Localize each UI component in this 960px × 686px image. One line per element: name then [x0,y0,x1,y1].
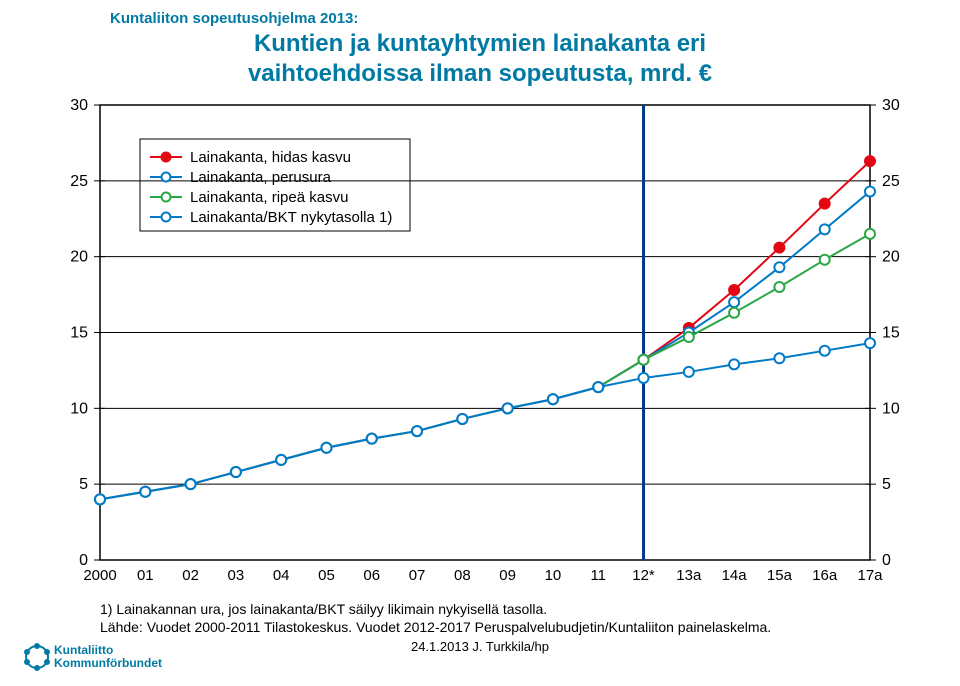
series-marker [865,156,875,166]
series-marker [865,229,875,239]
series-marker [684,367,694,377]
series-marker [774,262,784,272]
series-marker [684,332,694,342]
series-marker [548,394,558,404]
y-label-right: 15 [882,325,900,342]
chart-svg: 0055101015152020252530302000010203040506… [40,95,920,595]
x-label: 15a [767,567,793,584]
series-marker [865,338,875,348]
series-marker [729,308,739,318]
series-marker [276,455,286,465]
y-label-left: 10 [70,400,88,417]
y-label-right: 25 [882,173,900,190]
series-marker [820,224,830,234]
logo-line-2: Kommunförbundet [54,657,162,670]
x-label: 05 [318,567,335,584]
series-marker [367,434,377,444]
y-label-left: 15 [70,325,88,342]
x-label: 02 [182,567,199,584]
series-marker [95,494,105,504]
x-label: 11 [590,567,606,584]
logo: Kuntaliitto Kommunförbundet [20,640,162,674]
x-label: 17a [857,567,883,584]
supertitle: Kuntaliiton sopeutusohjelma 2013: [110,10,920,27]
y-label-left: 25 [70,173,88,190]
chart: 0055101015152020252530302000010203040506… [40,95,920,595]
x-label: 06 [363,567,380,584]
x-label: 03 [228,567,245,584]
x-label: 16a [812,567,838,584]
series-marker [457,414,467,424]
series-marker [729,359,739,369]
series-marker [729,297,739,307]
series-marker [186,479,196,489]
source-line: Lähde: Vuodet 2000-2011 Tilastokeskus. V… [100,619,920,635]
logo-icon [20,640,54,674]
title-line-2: vaihtoehdoissa ilman sopeutusta, mrd. € [248,60,712,87]
series-marker [140,487,150,497]
legend-label: Lainakanta, hidas kasvu [190,149,351,166]
x-label: 09 [499,567,516,584]
series-marker [639,373,649,383]
series-marker [503,403,513,413]
legend-marker [162,153,171,162]
series-marker [820,255,830,265]
legend-marker [162,173,171,182]
x-label: 13a [676,567,702,584]
legend-label: Lainakanta, perusura [190,169,332,186]
y-label-right: 0 [882,552,891,569]
series-marker [774,353,784,363]
legend-label: Lainakanta/BKT nykytasolla 1) [190,209,392,226]
legend-label: Lainakanta, ripeä kasvu [190,189,348,206]
series-marker [321,443,331,453]
footnote: 1) Lainakannan ura, jos lainakanta/BKT s… [100,601,920,617]
series-marker [865,186,875,196]
x-label: 10 [545,567,562,584]
logo-text: Kuntaliitto Kommunförbundet [54,644,162,670]
page: Kuntaliiton sopeutusohjelma 2013: Kuntie… [0,0,960,686]
y-label-left: 5 [79,476,88,493]
series-marker [593,382,603,392]
series-marker [639,355,649,365]
y-label-right: 20 [882,249,900,266]
y-label-right: 5 [882,476,891,493]
series-marker [820,346,830,356]
footer-date: 24.1.2013 J. Turkkila/hp [40,639,920,654]
series-marker [774,282,784,292]
series-marker [729,285,739,295]
x-label: 12* [632,567,655,584]
legend-marker [162,193,171,202]
x-label: 14a [722,567,748,584]
chart-title: Kuntien ja kuntayhtymien lainakanta eri … [40,29,920,89]
x-label: 2000 [83,567,116,584]
x-label: 08 [454,567,471,584]
x-label: 07 [409,567,426,584]
y-label-right: 30 [882,97,900,114]
y-label-right: 10 [882,400,900,417]
series-marker [820,199,830,209]
x-label: 01 [137,567,154,584]
title-line-1: Kuntien ja kuntayhtymien lainakanta eri [254,30,706,57]
series-marker [412,426,422,436]
series-marker [231,467,241,477]
y-label-left: 30 [70,97,88,114]
y-label-left: 20 [70,249,88,266]
legend-marker [162,213,171,222]
x-label: 04 [273,567,290,584]
series-marker [774,243,784,253]
